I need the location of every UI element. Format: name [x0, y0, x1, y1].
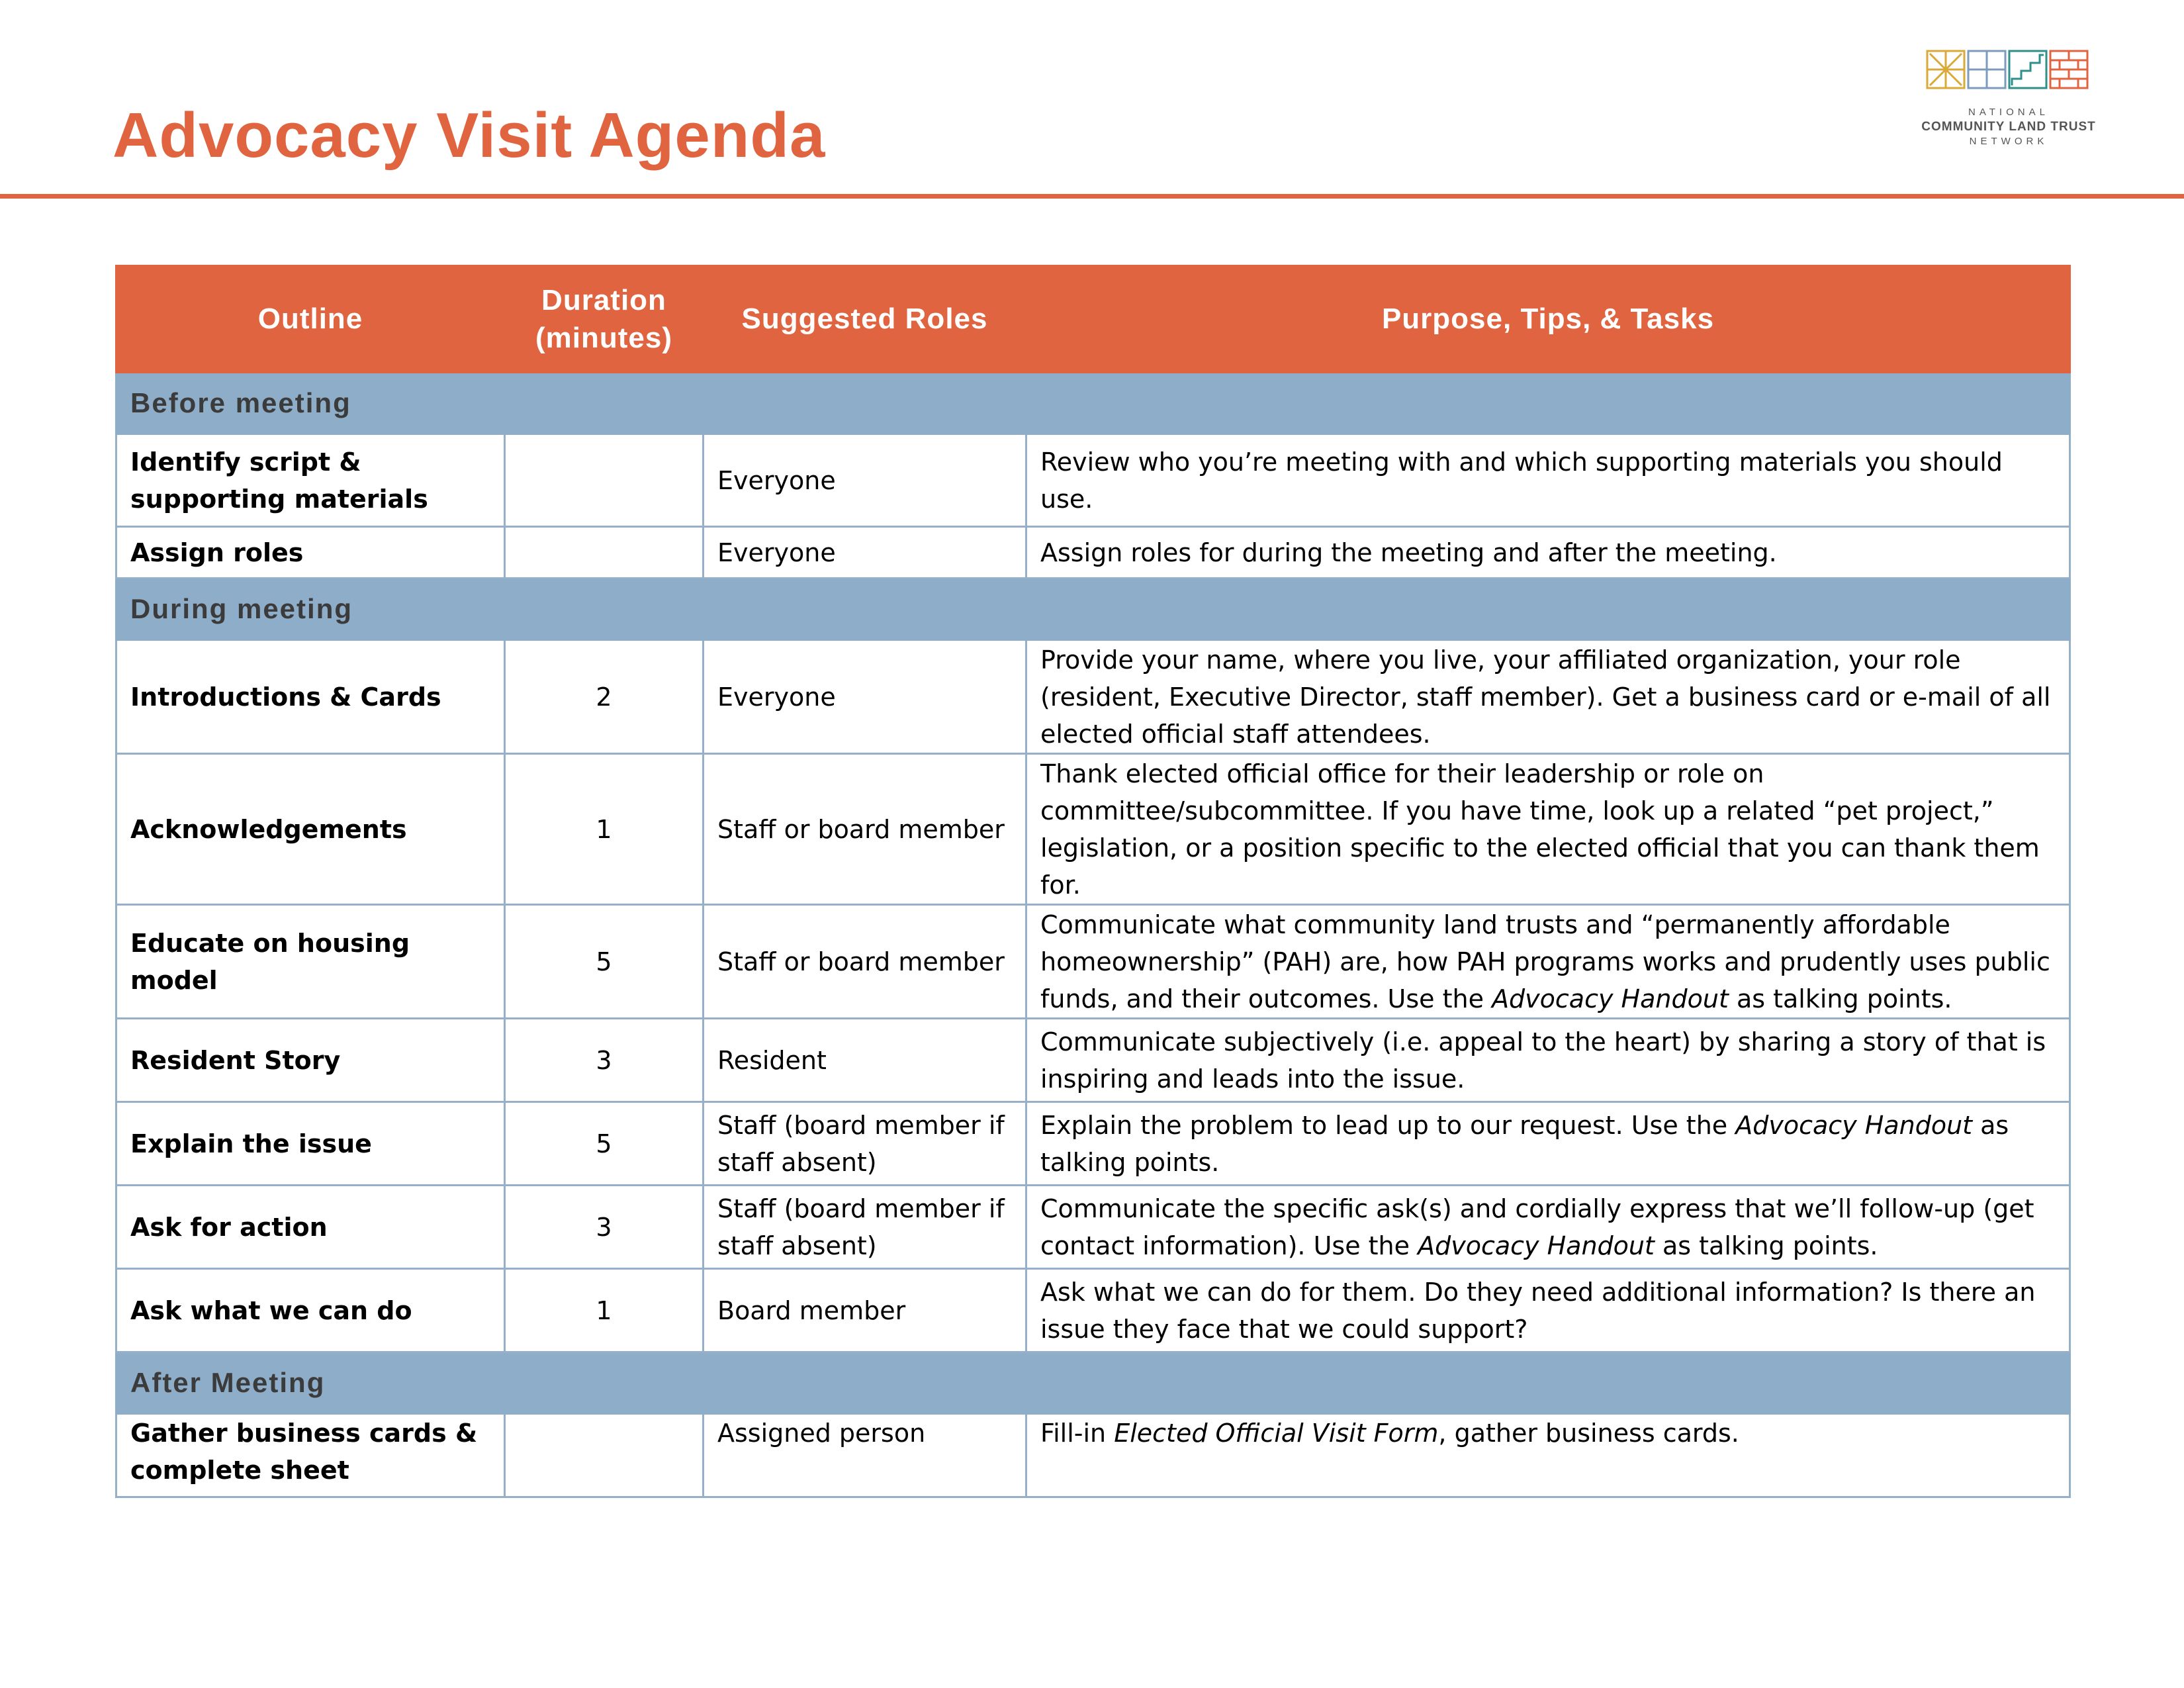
outline-cell: Ask for action: [115, 1184, 506, 1270]
duration-cell: [504, 526, 704, 579]
purpose-text: Communicate the specific ask(s) and cord…: [1040, 1194, 2034, 1260]
agenda-table: Outline Duration (minutes) Suggested Rol…: [115, 265, 2071, 1498]
logo-text-line3: NETWORK: [1969, 136, 2048, 148]
table-row: Gather business cards & complete sheet A…: [115, 1413, 2071, 1498]
roles-cell: Resident: [702, 1017, 1027, 1103]
roles-cell: Board member: [702, 1268, 1027, 1353]
table-row: Acknowledgements 1 Staff or board member…: [115, 753, 2071, 906]
table-row: Ask for action 3 Staff (board member if …: [115, 1184, 2071, 1270]
roles-cell: Everyone: [702, 526, 1027, 579]
duration-cell: [504, 1413, 704, 1498]
purpose-cell: Explain the problem to lead up to our re…: [1025, 1101, 2071, 1186]
logo-wordmark: NATIONAL COMMUNITY LAND TRUST NETWORK: [1906, 106, 2111, 148]
page-title: Advocacy Visit Agenda: [113, 100, 826, 171]
duration-cell: 2: [504, 639, 704, 755]
section-row-after-meeting: After Meeting: [115, 1351, 2071, 1415]
logo-text-line1: NATIONAL: [1968, 107, 2049, 118]
document-reference: Advocacy Handout: [1418, 1231, 1655, 1260]
purpose-cell: Thank elected official office for their …: [1025, 753, 2071, 906]
outline-cell: Resident Story: [115, 1017, 506, 1103]
document-reference: Advocacy Handout: [1492, 984, 1729, 1013]
purpose-cell: Assign roles for during the meeting and …: [1025, 526, 2071, 579]
roles-cell: Everyone: [702, 639, 1027, 755]
table-row: Explain the issue 5 Staff (board member …: [115, 1101, 2071, 1186]
section-row-before-meeting: Before meeting: [115, 371, 2071, 435]
roles-cell: Assigned person: [702, 1413, 1027, 1498]
outline-cell: Introductions & Cards: [115, 639, 506, 755]
column-header-suggested-roles: Suggested Roles: [702, 265, 1027, 373]
purpose-text: as talking points.: [1040, 1110, 2009, 1177]
roles-cell: Staff or board member: [702, 753, 1027, 906]
table-row: Introductions & Cards 2 Everyone Provide…: [115, 639, 2071, 755]
column-header-purpose: Purpose, Tips, & Tasks: [1025, 265, 2071, 373]
purpose-cell: Communicate subjectively (i.e. appeal to…: [1025, 1017, 2071, 1103]
purpose-text: as talking points.: [1728, 984, 1952, 1013]
purpose-text: , gather business cards.: [1438, 1419, 1739, 1448]
section-row-during-meeting: During meeting: [115, 577, 2071, 641]
purpose-text: Fill-in: [1040, 1419, 1115, 1448]
organization-logo: NATIONAL COMMUNITY LAND TRUST NETWORK: [1906, 40, 2111, 159]
outline-cell: Ask what we can do: [115, 1268, 506, 1353]
purpose-text: Explain the problem to lead up to our re…: [1040, 1110, 1736, 1140]
duration-cell: 5: [504, 904, 704, 1019]
outline-cell: Gather business cards & complete sheet: [115, 1413, 506, 1498]
document-reference: Advocacy Handout: [1735, 1110, 1973, 1140]
title-divider: [0, 194, 2184, 199]
duration-cell: [504, 433, 704, 528]
table-row: Ask what we can do 1 Board member Ask wh…: [115, 1268, 2071, 1353]
outline-cell: Identify script & supporting materials: [115, 433, 506, 528]
roles-cell: Staff or board member: [702, 904, 1027, 1019]
document-reference: Elected Official Visit Form: [1114, 1419, 1439, 1448]
column-header-outline: Outline: [115, 265, 506, 373]
purpose-cell: Communicate what community land trusts a…: [1025, 904, 2071, 1019]
table-header-row: Outline Duration (minutes) Suggested Rol…: [115, 265, 2071, 373]
duration-cell: 3: [504, 1017, 704, 1103]
duration-cell: 5: [504, 1101, 704, 1186]
duration-cell: 3: [504, 1184, 704, 1270]
roles-cell: Everyone: [702, 433, 1027, 528]
outline-cell: Acknowledgements: [115, 753, 506, 906]
table-row: Resident Story 3 Resident Communicate su…: [115, 1017, 2071, 1103]
purpose-cell: Communicate the specific ask(s) and cord…: [1025, 1184, 2071, 1270]
logo-text-line2: COMMUNITY LAND TRUST: [1921, 119, 2096, 134]
outline-cell: Assign roles: [115, 526, 506, 579]
table-row: Educate on housing model 5 Staff or boar…: [115, 904, 2071, 1019]
purpose-text: Communicate what community land trusts a…: [1040, 910, 2050, 1013]
section-title: After Meeting: [115, 1351, 2071, 1415]
roles-cell: Staff (board member if staff absent): [702, 1101, 1027, 1186]
purpose-cell: Provide your name, where you live, your …: [1025, 639, 2071, 755]
roles-cell: Staff (board member if staff absent): [702, 1184, 1027, 1270]
section-title: During meeting: [115, 577, 2071, 641]
duration-cell: 1: [504, 753, 704, 906]
section-title: Before meeting: [115, 371, 2071, 435]
logo-mark-icon: [1926, 50, 2089, 89]
duration-cell: 1: [504, 1268, 704, 1353]
purpose-cell: Review who you’re meeting with and which…: [1025, 433, 2071, 528]
purpose-text: as talking points.: [1654, 1231, 1878, 1260]
column-header-duration: Duration (minutes): [504, 265, 704, 373]
table-row: Identify script & supporting materials E…: [115, 433, 2071, 528]
outline-cell: Educate on housing model: [115, 904, 506, 1019]
table-row: Assign roles Everyone Assign roles for d…: [115, 526, 2071, 579]
outline-cell: Explain the issue: [115, 1101, 506, 1186]
purpose-cell: Ask what we can do for them. Do they nee…: [1025, 1268, 2071, 1353]
purpose-cell: Fill-in Elected Official Visit Form, gat…: [1025, 1413, 2071, 1498]
